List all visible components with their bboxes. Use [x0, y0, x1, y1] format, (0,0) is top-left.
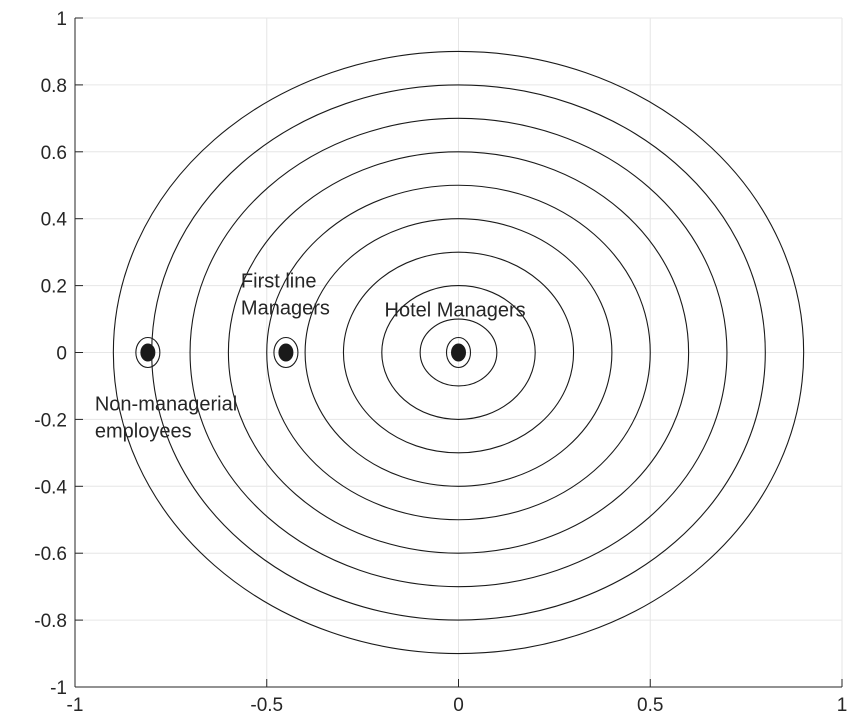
x-tick-label: -1 — [67, 695, 84, 716]
x-tick-label: 1 — [837, 695, 848, 716]
y-tick-label: 0 — [56, 344, 67, 365]
y-tick-label: 0.2 — [41, 277, 67, 298]
concentric-circle — [266, 184, 651, 521]
y-tick-label: 1 — [56, 9, 67, 30]
point-marker-ring — [135, 336, 161, 369]
y-tick-label: -0.8 — [34, 611, 67, 632]
y-tick-label: -1 — [50, 678, 67, 699]
concentric-circle — [189, 117, 728, 588]
point-label: employees — [95, 421, 192, 443]
concentric-circle — [304, 218, 613, 487]
point-marker — [451, 343, 466, 362]
concentric-circle — [112, 50, 805, 655]
point-marker — [278, 343, 294, 362]
y-tick-label: 0.6 — [41, 143, 67, 164]
point-label: Non-managerial — [95, 394, 237, 416]
y-tick-label: 0.4 — [41, 210, 68, 231]
concentric-circle — [342, 251, 575, 454]
concentric-circle — [227, 151, 690, 554]
point-label: Hotel Managers — [385, 300, 526, 322]
label-layer: Non-managerial employees First line Manager… — [95, 271, 526, 443]
y-tick-label: -0.6 — [34, 544, 67, 565]
concentric-circle — [419, 318, 498, 387]
point-marker — [140, 343, 156, 362]
y-tick-label: 0.8 — [41, 76, 67, 97]
y-tick-label: -0.4 — [34, 477, 67, 498]
x-tick-label: 0.5 — [637, 695, 663, 716]
point-label: First line — [241, 271, 317, 293]
concentric-circle — [381, 285, 536, 420]
ring-layer — [112, 50, 805, 655]
point-layer — [135, 336, 472, 369]
x-tick-label: -0.5 — [250, 695, 283, 716]
point-label: Managers — [241, 298, 330, 320]
axis-layer: -1 -0.5 0 0.5 1 -1 -0.8 -0.6 -0.4 -0.2 0 0.2 0.4 0.6 0… — [34, 9, 847, 716]
point-marker-ring — [273, 336, 299, 369]
y-tick-label: -0.2 — [34, 410, 67, 431]
x-tick-label: 0 — [453, 695, 464, 716]
point-marker-ring — [445, 336, 472, 369]
